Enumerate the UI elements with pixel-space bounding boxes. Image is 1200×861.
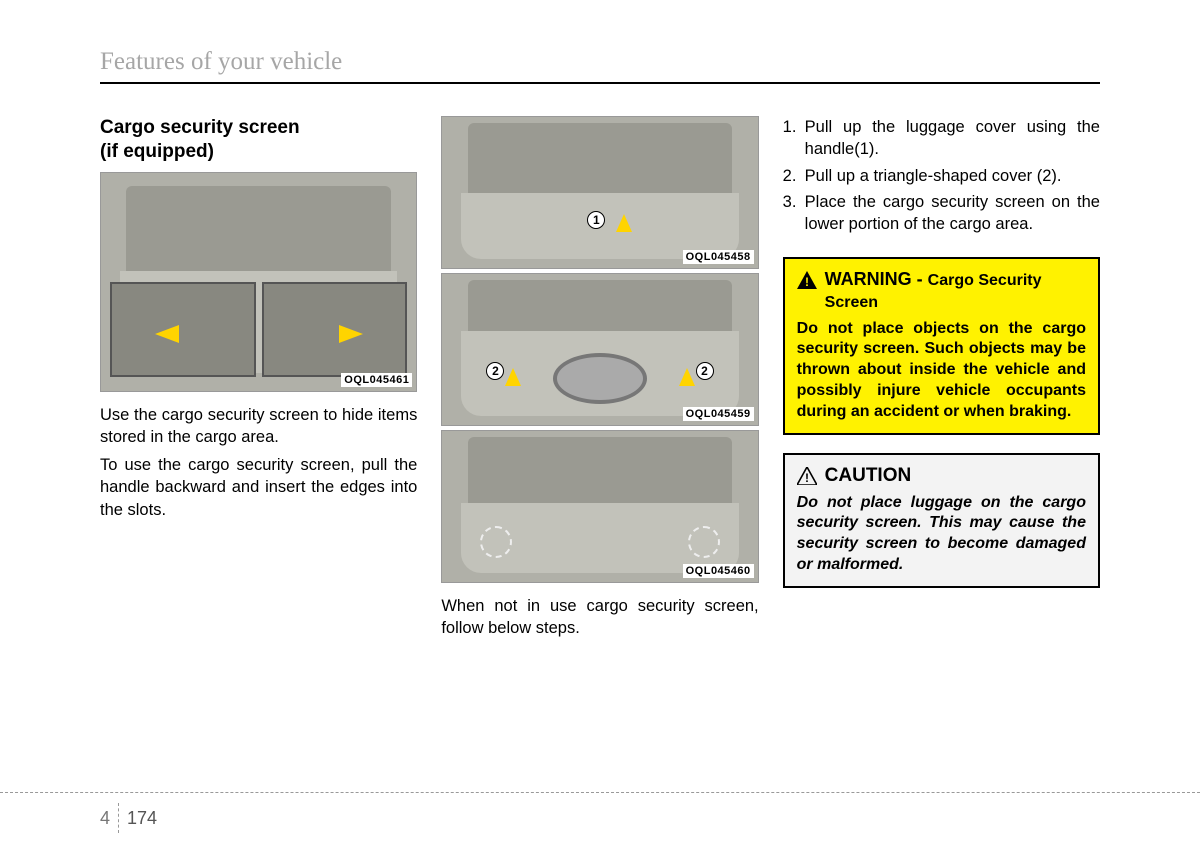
arrow-up-icon-2a [505,368,521,386]
figure-4-label: OQL045460 [683,564,754,578]
warning-triangle-icon: ! [797,271,817,289]
page-footer: 4 174 [0,792,1200,833]
svg-text:!: ! [805,275,809,289]
caution-head: CAUTION [825,465,912,487]
column-2: 1 OQL045458 2 2 OQL045459 OQL045460 [441,116,758,640]
warning-body: Do not place objects on the cargo securi… [797,319,1086,423]
content-columns: Cargo security screen (if equipped) OQL0… [100,116,1100,640]
spare-wheel-icon [553,353,648,404]
paragraph-1: Use the cargo security screen to hide it… [100,404,417,449]
figure-2-label: OQL045458 [683,250,754,264]
svg-text:!: ! [805,471,809,485]
inset-left [110,282,255,378]
dash-circle-left-icon [480,526,512,558]
callout-2b: 2 [696,362,714,380]
column-1: Cargo security screen (if equipped) OQL0… [100,116,417,640]
step-1: 1. Pull up the luggage cover using the h… [783,116,1100,161]
figure-1: OQL045461 [100,172,417,392]
steps-list: 1. Pull up the luggage cover using the h… [783,116,1100,239]
callout-2a: 2 [486,362,504,380]
section-header: Features of your vehicle [100,48,1100,84]
chapter-number: 4 [100,808,110,829]
caution-body: Do not place luggage on the cargo securi… [797,493,1086,576]
paragraph-2: To use the cargo security screen, pull t… [100,454,417,521]
page-number: 174 [127,808,157,829]
inset-right [262,282,407,378]
callout-1: 1 [587,211,605,229]
figure-2: 1 OQL045458 [441,116,758,269]
step-3: 3. Place the cargo security screen on th… [783,191,1100,236]
arrow-right-icon [339,325,363,343]
figure-1-label: OQL045461 [341,373,412,387]
cargo-screen-title: Cargo security screen (if equipped) [100,116,417,164]
caution-triangle-icon: ! [797,467,817,485]
column-3: 1. Pull up the luggage cover using the h… [783,116,1100,640]
dash-circle-right-icon [688,526,720,558]
caution-box: ! CAUTION Do not place luggage on the ca… [783,453,1100,588]
figure-3: 2 2 OQL045459 [441,273,758,426]
warning-box: ! WARNING - Cargo Security Screen Do not… [783,257,1100,434]
arrow-up-icon [616,214,632,232]
arrow-left-icon [155,325,179,343]
arrow-up-icon-2b [679,368,695,386]
figure-3-label: OQL045459 [683,407,754,421]
figure-4: OQL045460 [441,430,758,583]
step-2: 2. Pull up a triangle-shaped cover (2). [783,165,1100,187]
warning-head: WARNING - [825,269,923,289]
figure-caption: When not in use cargo security screen, f… [441,595,758,640]
page-separator [118,803,119,833]
